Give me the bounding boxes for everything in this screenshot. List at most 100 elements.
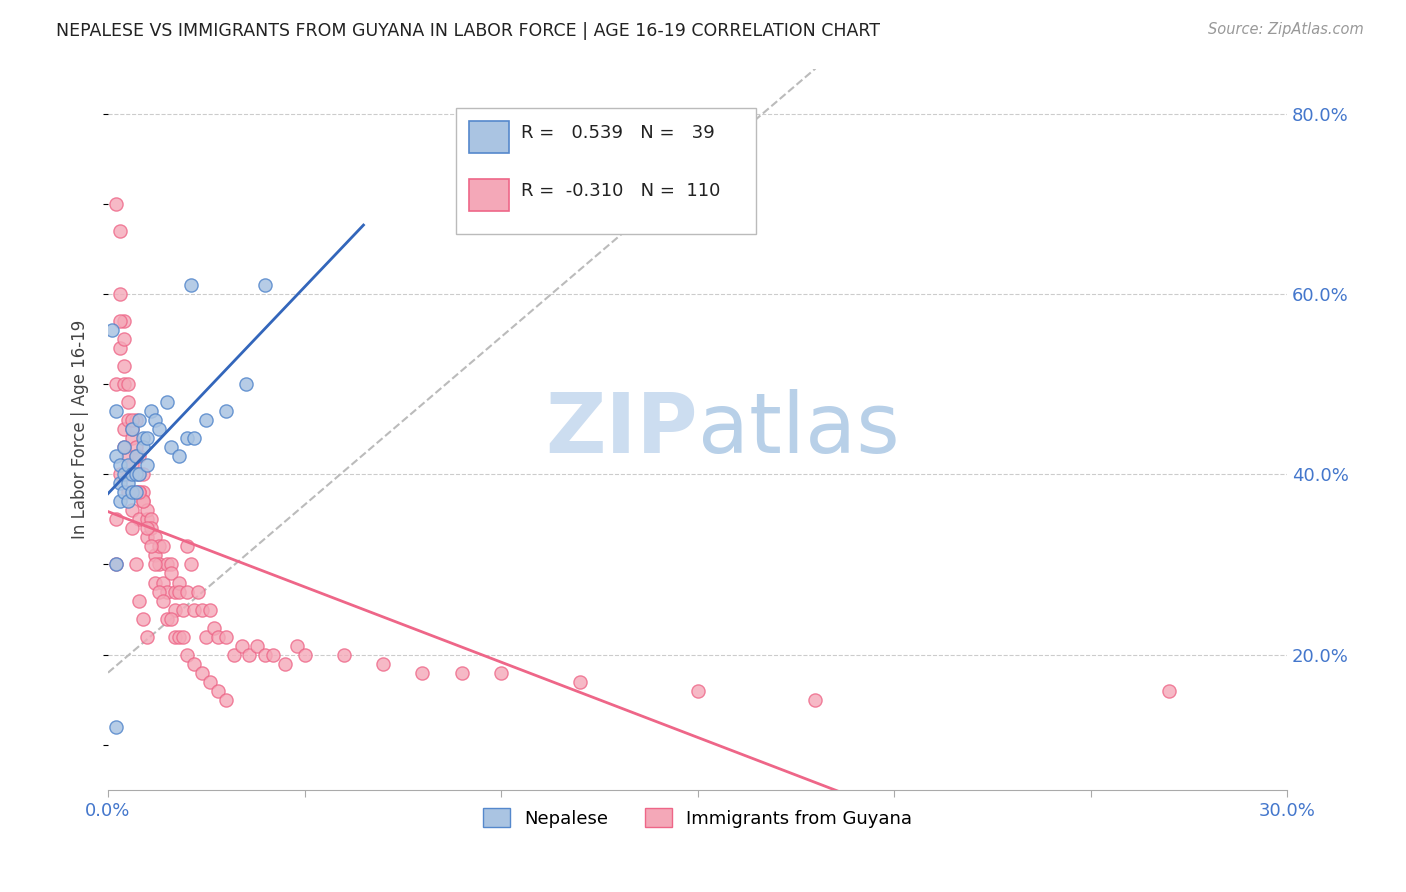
Point [132, 611, 155, 625]
Point [117, 377, 139, 392]
Point [156, 584, 179, 599]
Point [152, 540, 174, 554]
Point [489, 665, 512, 680]
Point [156, 558, 179, 572]
Point [411, 665, 433, 680]
Legend: Nepalese, Immigrants from Guyana: Nepalese, Immigrants from Guyana [475, 801, 920, 835]
Point [132, 467, 155, 482]
Point [112, 485, 135, 500]
Point [104, 558, 127, 572]
Point [112, 440, 135, 454]
Point [136, 512, 159, 526]
Point [112, 314, 135, 328]
Point [121, 431, 143, 445]
Point [108, 458, 131, 473]
Point [112, 467, 135, 482]
Point [235, 377, 257, 392]
Point [156, 611, 179, 625]
Point [108, 341, 131, 355]
Point [117, 450, 139, 464]
Point [207, 630, 229, 644]
Point [108, 476, 131, 491]
Point [136, 503, 159, 517]
Point [176, 584, 198, 599]
Point [804, 692, 827, 706]
Point [167, 630, 190, 644]
Point [152, 575, 174, 590]
FancyBboxPatch shape [468, 179, 509, 211]
Point [128, 593, 150, 607]
Point [167, 450, 190, 464]
Point [686, 683, 709, 698]
Point [108, 494, 131, 508]
Point [128, 450, 150, 464]
Point [148, 422, 170, 436]
Point [143, 549, 166, 563]
Point [167, 584, 190, 599]
Point [202, 621, 225, 635]
Point [132, 440, 155, 454]
Point [141, 512, 163, 526]
Point [152, 593, 174, 607]
Point [136, 431, 159, 445]
Point [124, 450, 146, 464]
Point [176, 648, 198, 662]
Point [176, 431, 198, 445]
Point [294, 648, 316, 662]
Point [132, 494, 155, 508]
Point [128, 413, 150, 427]
Point [132, 485, 155, 500]
Point [121, 467, 143, 482]
Point [108, 314, 131, 328]
Point [160, 611, 183, 625]
Text: Source: ZipAtlas.com: Source: ZipAtlas.com [1208, 22, 1364, 37]
Point [148, 558, 170, 572]
Point [141, 521, 163, 535]
Point [117, 467, 139, 482]
Point [104, 720, 127, 734]
Point [136, 521, 159, 535]
Point [143, 413, 166, 427]
Point [136, 458, 159, 473]
Point [183, 602, 205, 616]
Point [117, 476, 139, 491]
Point [254, 277, 277, 292]
Point [180, 558, 202, 572]
FancyBboxPatch shape [468, 121, 509, 153]
Point [121, 413, 143, 427]
Point [121, 521, 143, 535]
Point [148, 540, 170, 554]
Point [117, 485, 139, 500]
Point [222, 648, 245, 662]
Point [568, 674, 591, 689]
Text: R =   0.539   N =   39: R = 0.539 N = 39 [520, 125, 714, 143]
Point [124, 440, 146, 454]
Point [128, 467, 150, 482]
Point [371, 657, 394, 671]
Point [112, 359, 135, 373]
Point [104, 450, 127, 464]
Point [215, 630, 238, 644]
Point [285, 639, 308, 653]
Point [163, 602, 186, 616]
Point [132, 431, 155, 445]
Point [132, 494, 155, 508]
Point [117, 395, 139, 409]
Point [128, 485, 150, 500]
Point [207, 683, 229, 698]
Point [104, 404, 127, 418]
Point [262, 648, 284, 662]
Point [104, 512, 127, 526]
Point [121, 485, 143, 500]
Point [163, 630, 186, 644]
Point [254, 648, 277, 662]
Point [104, 377, 127, 392]
Point [124, 467, 146, 482]
Point [112, 440, 135, 454]
Point [156, 395, 179, 409]
Point [117, 413, 139, 427]
Point [101, 323, 124, 337]
Text: R =  -0.310   N =  110: R = -0.310 N = 110 [520, 182, 720, 200]
Point [121, 503, 143, 517]
Point [143, 558, 166, 572]
